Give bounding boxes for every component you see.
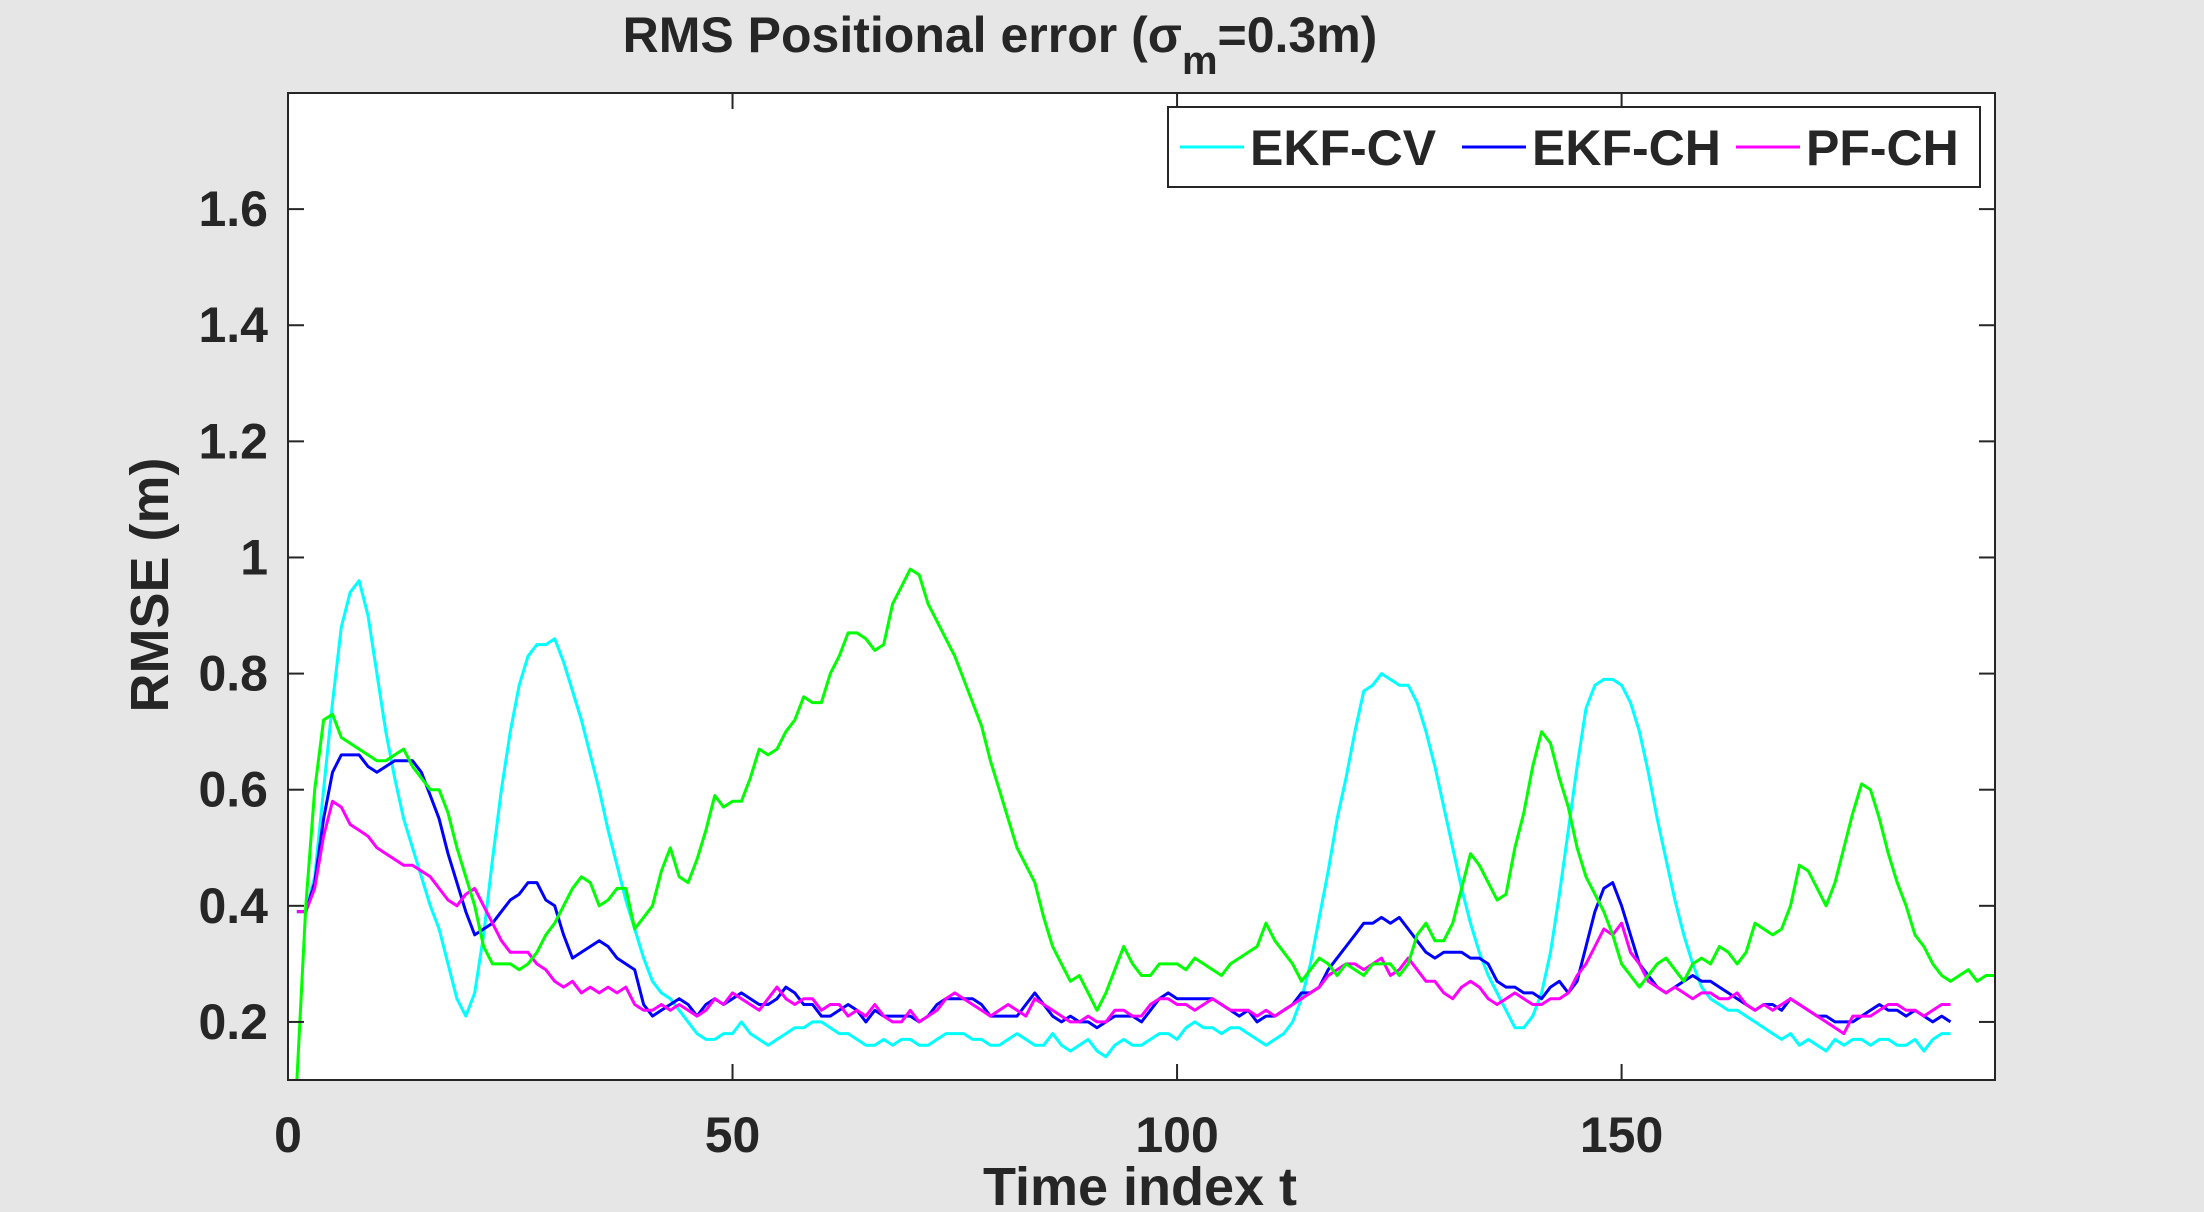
axes-layer: 0 50 100 150 0.2 0.4 0.6 0.8 1 1.2 1.4 1.6 [198,92,1996,1163]
x-tick-label: 0 [274,1107,302,1163]
x-tick-label: 150 [1580,1107,1663,1163]
legend-box [1167,106,1981,188]
chart-title-subscript: m [1182,39,1218,83]
series-line-4 [295,567,1995,1081]
x-tick-label: 100 [1135,1107,1218,1163]
legend: EKF-CV EKF-CH PF-CH [1167,106,1981,188]
legend-label: EKF-CV [1250,120,1437,176]
x-tick-label: 50 [705,1107,761,1163]
y-tick-label: 1.6 [198,181,268,237]
y-tick-label: 0.8 [198,646,268,702]
series-line-3 [296,799,1951,1036]
y-tick-label: 1 [240,529,268,585]
y-axis-label: RMSE (m) [120,458,180,713]
series-line-1 [296,579,1951,1059]
legend-label: PF-CH [1806,120,1959,176]
chart-title: RMS Positional error (σm=0.3m) [623,7,1378,83]
chart-title-tail: =0.3m) [1218,7,1378,63]
plot-background [288,93,1995,1080]
series-layer [295,567,1995,1081]
plot-area [288,93,1995,1080]
legend-label: EKF-CH [1532,120,1721,176]
y-tick-label: 1.2 [198,413,268,469]
y-tick-label: 1.4 [198,297,268,353]
y-tick-label: 0.6 [198,762,268,818]
y-tick-label: 0.2 [198,994,268,1050]
y-tick-label: 0.4 [198,878,268,934]
x-axis-label: Time index t [983,1157,1297,1212]
chart-title-main: RMS Positional error (σ [623,7,1182,63]
axes-box [287,92,1996,1081]
